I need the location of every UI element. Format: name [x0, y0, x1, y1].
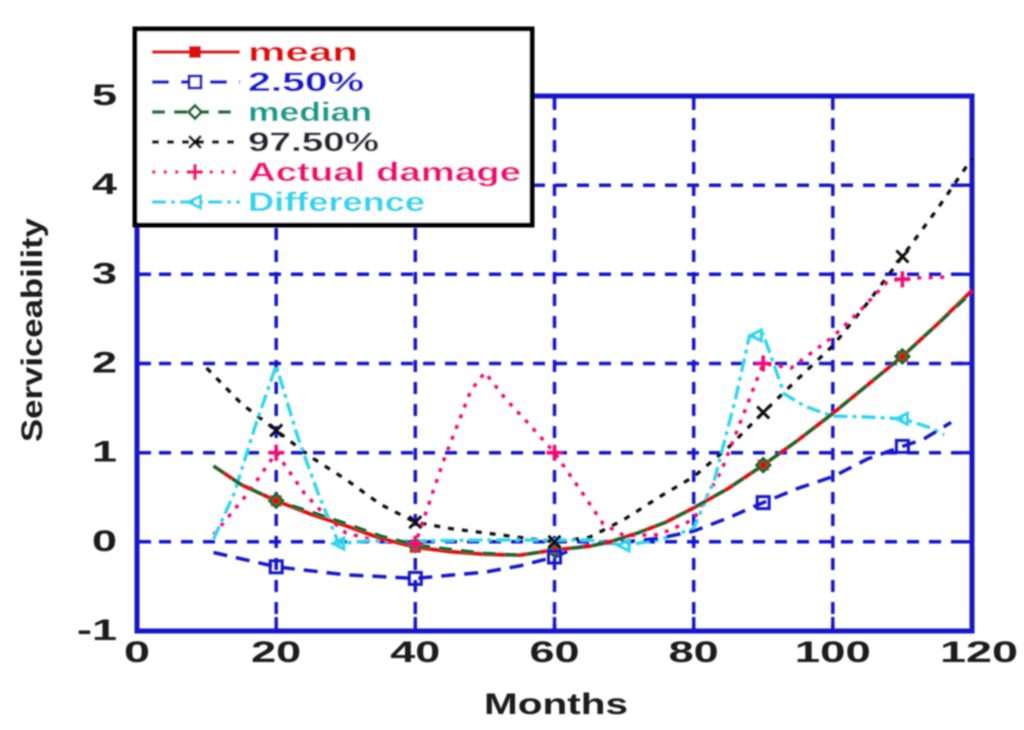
svg-text:100: 100: [795, 636, 871, 669]
svg-text:Serviceability: Serviceability: [16, 218, 49, 442]
svg-text:40: 40: [390, 636, 440, 669]
svg-text:3: 3: [92, 257, 117, 290]
svg-text:2.50%: 2.50%: [248, 67, 364, 97]
svg-text:20: 20: [251, 636, 301, 669]
svg-text:4: 4: [92, 168, 117, 201]
svg-text:2: 2: [92, 347, 117, 380]
svg-text:5: 5: [92, 79, 117, 112]
svg-text:80: 80: [669, 636, 719, 669]
svg-text:Months: Months: [484, 688, 628, 721]
svg-text:60: 60: [530, 636, 580, 669]
svg-text:-1: -1: [77, 614, 117, 647]
svg-text:120: 120: [940, 636, 1018, 669]
svg-text:Actual damage: Actual damage: [248, 157, 521, 187]
svg-text:97.50%: 97.50%: [248, 127, 379, 157]
svg-text:median: median: [248, 97, 372, 127]
svg-text:1: 1: [92, 436, 117, 469]
svg-text:0: 0: [92, 525, 117, 558]
svg-text:Difference: Difference: [248, 187, 425, 217]
svg-text:mean: mean: [248, 37, 358, 67]
svg-text:0: 0: [124, 636, 150, 669]
